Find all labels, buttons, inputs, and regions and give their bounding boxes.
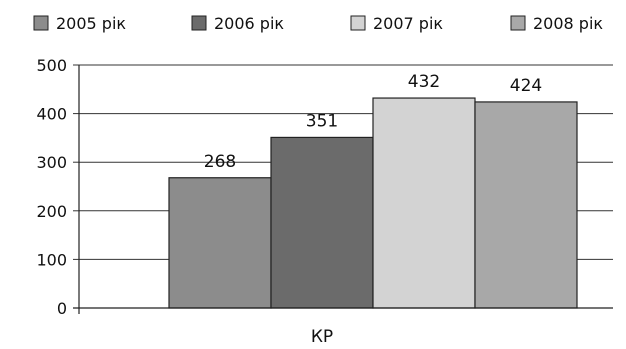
- bar: [168, 177, 272, 309]
- legend-label: 2005 рік: [56, 14, 126, 33]
- y-tick-label: 200: [36, 202, 67, 221]
- legend-label: 2008 рік: [533, 14, 603, 33]
- y-axis-ticks: 0 100 200 300 400 500: [36, 56, 79, 318]
- y-tick-label: 400: [36, 105, 67, 124]
- legend-label: 2007 рік: [373, 14, 443, 33]
- bar: [474, 101, 578, 309]
- data-labels: 268 351 432 424: [204, 72, 542, 172]
- bars: [168, 97, 578, 309]
- axes: [73, 65, 613, 314]
- y-tick-label: 100: [36, 250, 67, 269]
- legend-item: 2005 рік: [33, 14, 126, 33]
- legend-item: 2006 рік: [191, 14, 284, 33]
- legend-swatch: [350, 15, 366, 31]
- category-label: КР: [311, 327, 333, 347]
- y-tick-label: 300: [36, 153, 67, 172]
- legend: 2005 рік 2006 рік 2007 рік 2008 рік: [33, 14, 603, 33]
- y-tick-label: 500: [36, 56, 67, 75]
- data-label: 424: [510, 76, 542, 96]
- bar: [372, 97, 476, 309]
- legend-item: 2008 рік: [510, 14, 603, 33]
- legend-item: 2007 рік: [350, 14, 443, 33]
- legend-label: 2006 рік: [214, 14, 284, 33]
- legend-swatch: [510, 15, 526, 31]
- legend-swatch: [191, 15, 207, 31]
- category-labels: КР: [311, 327, 333, 347]
- data-label: 432: [408, 72, 440, 92]
- bar: [270, 136, 374, 309]
- legend-swatch: [33, 15, 49, 31]
- data-label: 268: [204, 152, 236, 172]
- data-label: 351: [306, 111, 338, 131]
- y-tick-label: 0: [57, 299, 67, 318]
